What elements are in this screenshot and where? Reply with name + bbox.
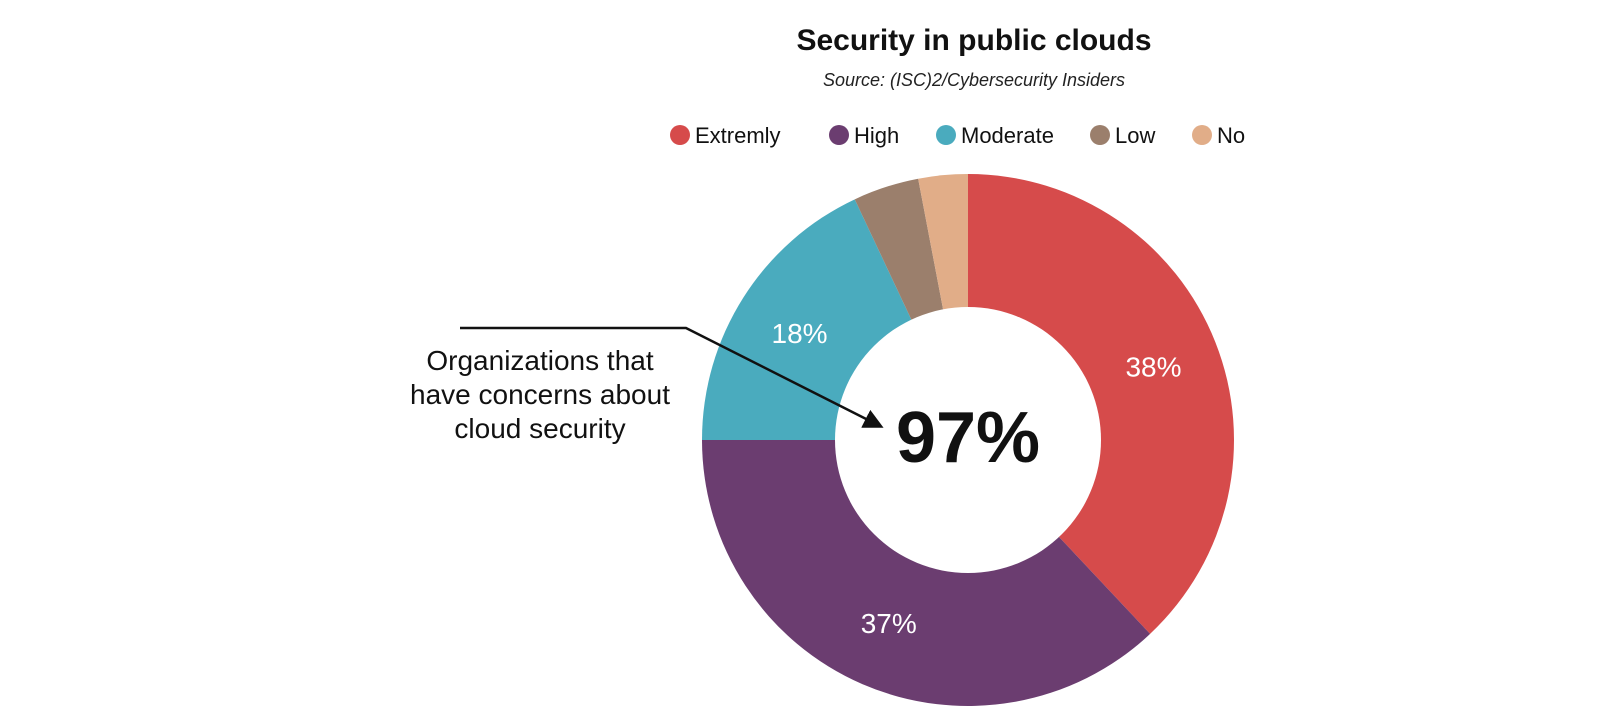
- annotation-line-1: Organizations that: [426, 345, 653, 376]
- slice-label-high: 37%: [861, 608, 917, 639]
- center-value: 97%: [896, 398, 1040, 478]
- legend-swatch-low: [1090, 125, 1110, 145]
- annotation: Organizations that have concerns about c…: [410, 326, 884, 444]
- annotation-line-3: cloud security: [454, 413, 625, 444]
- legend-item-low: Low: [1090, 123, 1155, 148]
- legend: Extremly High Moderate Low No: [670, 123, 1245, 148]
- legend-label-moderate: Moderate: [961, 123, 1054, 148]
- legend-item-high: High: [829, 123, 899, 148]
- slice-label-moderate: 18%: [772, 318, 828, 349]
- slice-labels: 38% 37% 18%: [772, 318, 1182, 639]
- legend-item-no: No: [1192, 123, 1245, 148]
- legend-label-high: High: [854, 123, 899, 148]
- legend-label-extremly: Extremly: [695, 123, 781, 148]
- chart-title: Security in public clouds: [796, 24, 1151, 57]
- donut-hole: [835, 307, 1101, 573]
- legend-item-extremly: Extremly: [670, 123, 781, 148]
- legend-swatch-moderate: [936, 125, 956, 145]
- legend-swatch-high: [829, 125, 849, 145]
- legend-label-low: Low: [1115, 123, 1155, 148]
- annotation-line-2: have concerns about: [410, 379, 670, 410]
- slice-label-extremly: 38%: [1125, 352, 1181, 383]
- legend-label-no: No: [1217, 123, 1245, 148]
- legend-swatch-no: [1192, 125, 1212, 145]
- chart-subtitle: Source: (ISC)2/Cybersecurity Insiders: [823, 70, 1125, 90]
- legend-swatch-extremly: [670, 125, 690, 145]
- slice-high: [702, 440, 1151, 706]
- slice-extremly: [968, 174, 1234, 634]
- legend-item-moderate: Moderate: [936, 123, 1054, 148]
- annotation-arrow: [460, 326, 884, 428]
